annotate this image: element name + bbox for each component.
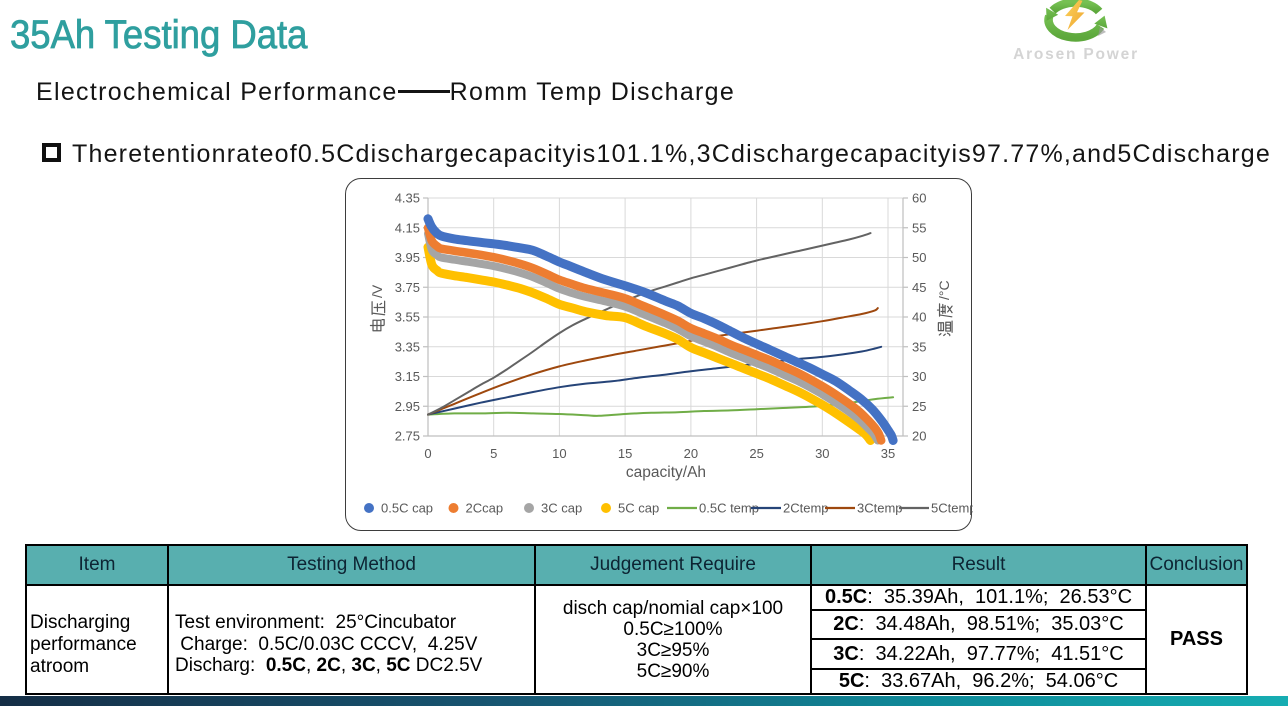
- svg-text:5Ctemp: 5Ctemp: [931, 501, 973, 516]
- svg-text:/°C: /°C: [936, 280, 952, 300]
- svg-text:40: 40: [912, 310, 926, 325]
- svg-text:2.95: 2.95: [395, 399, 420, 414]
- svg-text:30: 30: [815, 446, 829, 461]
- svg-text:3.55: 3.55: [395, 310, 420, 325]
- svg-text:5: 5: [490, 446, 497, 461]
- svg-text:20: 20: [684, 446, 698, 461]
- svg-text:3C cap: 3C cap: [541, 501, 582, 516]
- svg-text:60: 60: [912, 191, 926, 206]
- svg-text:35: 35: [912, 339, 926, 354]
- svg-text:10: 10: [552, 446, 566, 461]
- svg-text:3Ctemp: 3Ctemp: [857, 501, 903, 516]
- svg-text:2Ctemp: 2Ctemp: [783, 501, 829, 516]
- svg-text:35: 35: [881, 446, 895, 461]
- svg-text:25: 25: [749, 446, 763, 461]
- svg-text:2.75: 2.75: [395, 429, 420, 444]
- svg-text:0.5C cap: 0.5C cap: [381, 501, 433, 516]
- svg-text:4.15: 4.15: [395, 220, 420, 235]
- svg-text:3.75: 3.75: [395, 280, 420, 295]
- svg-text:50: 50: [912, 250, 926, 265]
- svg-text:25: 25: [912, 399, 926, 414]
- svg-text:30: 30: [912, 369, 926, 384]
- svg-text:0.5C temp: 0.5C temp: [699, 501, 759, 516]
- svg-text:55: 55: [912, 220, 926, 235]
- svg-text:4.35: 4.35: [395, 191, 420, 206]
- svg-text:3.95: 3.95: [395, 250, 420, 265]
- svg-text:20: 20: [912, 429, 926, 444]
- svg-text:3.35: 3.35: [395, 339, 420, 354]
- svg-text:3.15: 3.15: [395, 369, 420, 384]
- svg-text:capacity/Ah: capacity/Ah: [626, 464, 706, 481]
- svg-text:0: 0: [424, 446, 431, 461]
- svg-text:2Ccap: 2Ccap: [466, 501, 504, 516]
- svg-text:45: 45: [912, 280, 926, 295]
- svg-text:/V: /V: [369, 284, 385, 298]
- svg-text:5C cap: 5C cap: [618, 501, 659, 516]
- svg-text:15: 15: [618, 446, 632, 461]
